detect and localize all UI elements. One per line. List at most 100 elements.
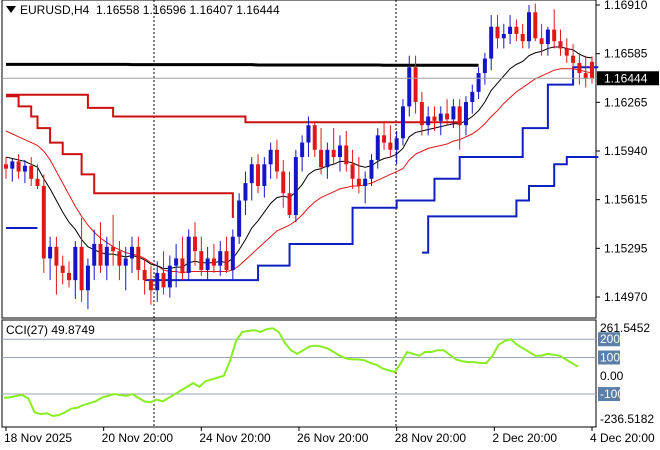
candle-body — [545, 29, 550, 45]
candle-body — [142, 270, 147, 281]
candle-body — [520, 33, 525, 42]
ema-fast-line — [5, 46, 593, 270]
candle-body — [85, 265, 90, 291]
price-axis-label: 1.16265 — [604, 95, 648, 109]
candle-body — [98, 243, 103, 266]
support-blue-main-line — [421, 156, 599, 254]
candle-body — [508, 26, 513, 34]
candle-body — [325, 149, 330, 168]
candle-body — [514, 26, 519, 34]
candle-body — [136, 246, 141, 271]
price-axis-label: 1.15295 — [604, 241, 648, 255]
candle-body — [130, 246, 135, 259]
cci-axis-label: -100 — [600, 387, 624, 401]
time-axis-label: 24 Nov 20:00 — [199, 431, 271, 445]
candle-body — [293, 157, 298, 215]
candle-body — [438, 113, 443, 121]
time-axis-label: 18 Nov 2025 — [4, 431, 72, 445]
candle-body — [331, 149, 336, 158]
price-axis-label: 1.14970 — [604, 290, 648, 304]
cci-axis-label: 0.00 — [600, 369, 624, 383]
candle-body — [104, 246, 109, 266]
candle-body — [155, 272, 160, 291]
candle-body — [451, 106, 456, 120]
cci-line — [3, 327, 579, 418]
candle-body — [470, 91, 475, 103]
candle-body — [281, 171, 286, 194]
lower-band-blue-line — [144, 66, 599, 282]
candle-body — [67, 272, 72, 281]
candle-body — [35, 178, 40, 187]
close-value: 1.16444 — [236, 3, 280, 17]
candle-body — [419, 102, 424, 126]
candle-body — [29, 165, 34, 179]
candle-body — [180, 258, 185, 273]
symbol-label: EURUSD,H4 — [20, 3, 90, 17]
collapse-triangle-icon[interactable] — [6, 6, 16, 13]
time-axis-label: 28 Nov 20:00 — [395, 431, 467, 445]
candle-body — [489, 26, 494, 59]
candle-body — [41, 186, 46, 259]
candle-body — [4, 164, 8, 169]
time-axis-label: 20 Nov 20:00 — [102, 431, 174, 445]
candle-body — [60, 265, 65, 273]
candle-body — [211, 258, 216, 266]
candle-body — [268, 149, 273, 165]
candle-body — [388, 142, 393, 150]
candle-body — [319, 149, 324, 168]
candle-body — [117, 251, 122, 266]
candle-body — [174, 258, 179, 266]
candle-body — [369, 159, 374, 179]
candle-body — [22, 165, 27, 172]
candle-body — [539, 38, 544, 45]
cci-header: CCI(27) 49.8749 — [6, 323, 95, 337]
candle-body — [552, 29, 557, 42]
candle-body — [590, 61, 594, 79]
candle-body — [476, 73, 481, 92]
cci-level-box — [598, 387, 620, 402]
time-axis-label: 26 Nov 20:00 — [297, 431, 369, 445]
candle-body — [111, 246, 116, 252]
candle-body — [193, 236, 198, 252]
candle-body — [382, 135, 387, 143]
candle-body — [92, 243, 97, 266]
candle-body — [237, 200, 242, 237]
candle-body — [16, 161, 21, 172]
cci-axis-label: 200 — [600, 332, 620, 346]
candle-body — [306, 125, 311, 143]
candle-body — [501, 33, 506, 39]
candle-body — [218, 251, 223, 266]
candle-body — [394, 138, 399, 150]
high-value: 1.16596 — [142, 3, 187, 17]
low-value: 1.16407 — [189, 3, 233, 17]
candle-body — [167, 265, 172, 288]
cci-axis-label: 100 — [600, 351, 620, 365]
candle-body — [445, 113, 450, 120]
candle-body — [375, 135, 380, 160]
candle-body — [482, 58, 487, 74]
price-axis-label: 1.16585 — [604, 47, 648, 61]
candle-body — [243, 183, 248, 201]
cci-level-box — [598, 350, 620, 365]
candle-body — [224, 251, 229, 271]
candle-body — [463, 102, 468, 126]
resistance-red-line — [6, 93, 460, 124]
current-price-label: 1.16444 — [604, 71, 648, 85]
cci-pane-frame — [1, 319, 597, 428]
candle-body — [256, 164, 261, 187]
candle-body — [48, 246, 53, 259]
candle-body — [205, 258, 210, 271]
candle-body — [300, 142, 305, 158]
price-axis-label: 1.15940 — [604, 144, 648, 158]
candle-body — [413, 67, 418, 103]
chart-header: EURUSD,H4 1.16558 1.16596 1.16407 1.1644… — [6, 3, 280, 17]
price-pane-frame — [1, 0, 597, 319]
price-axis-label: 1.16910 — [604, 0, 648, 12]
candle-body — [186, 236, 191, 273]
cci-label: CCI(27) — [6, 323, 49, 337]
candle-body — [123, 258, 128, 266]
candle-body — [363, 178, 368, 187]
candle-body — [344, 145, 349, 165]
candle-body — [262, 164, 267, 187]
